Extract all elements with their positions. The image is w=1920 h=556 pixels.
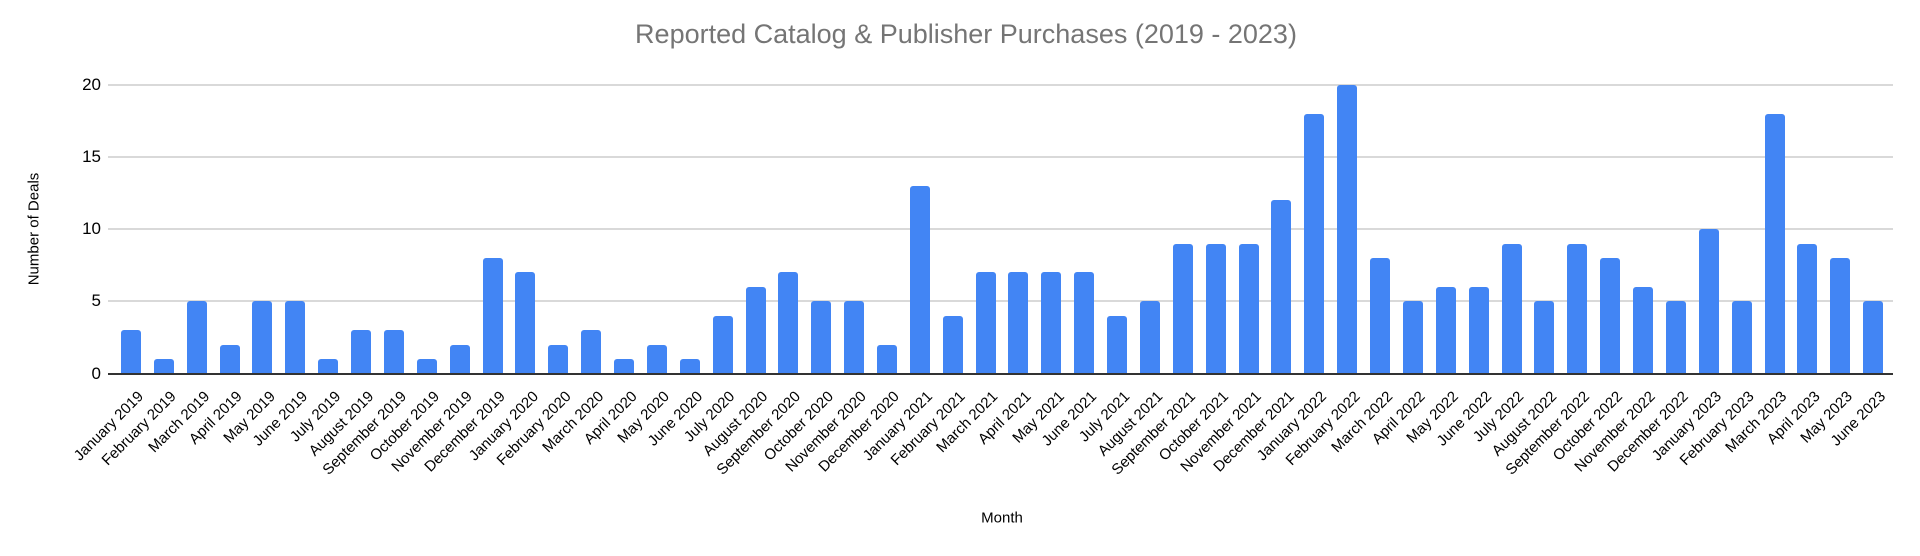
bar-december-2022[interactable]: [1665, 301, 1686, 374]
bar-july-2022[interactable]: [1501, 243, 1522, 374]
bar-january-2020[interactable]: [515, 272, 536, 374]
bar-may-2020[interactable]: [646, 344, 667, 374]
gridline-y20: [108, 83, 1893, 86]
bar-november-2019[interactable]: [449, 344, 470, 374]
bar-june-2021[interactable]: [1074, 272, 1095, 374]
x-axis-line: [108, 372, 1893, 375]
bar-june-2023[interactable]: [1863, 301, 1884, 374]
bar-april-2023[interactable]: [1797, 243, 1818, 374]
bar-june-2022[interactable]: [1468, 286, 1489, 374]
bar-april-2019[interactable]: [219, 344, 240, 374]
bar-march-2022[interactable]: [1370, 258, 1391, 374]
bar-february-2021[interactable]: [942, 315, 963, 374]
bar-june-2019[interactable]: [285, 301, 306, 374]
bar-february-2019[interactable]: [153, 359, 174, 374]
bar-september-2020[interactable]: [778, 272, 799, 374]
bar-january-2023[interactable]: [1698, 229, 1719, 374]
bar-july-2019[interactable]: [318, 359, 339, 374]
bar-january-2022[interactable]: [1304, 113, 1325, 374]
bar-october-2021[interactable]: [1205, 243, 1226, 374]
bar-may-2023[interactable]: [1830, 258, 1851, 374]
bar-january-2021[interactable]: [909, 185, 930, 374]
bar-march-2023[interactable]: [1764, 113, 1785, 374]
gridline-y15: [108, 156, 1893, 159]
bar-june-2020[interactable]: [679, 359, 700, 374]
bar-july-2021[interactable]: [1107, 315, 1128, 374]
x-axis-title: Month: [981, 509, 1023, 527]
bar-november-2022[interactable]: [1633, 286, 1654, 374]
bar-august-2021[interactable]: [1139, 301, 1160, 374]
bar-october-2020[interactable]: [811, 301, 832, 374]
bar-january-2019[interactable]: [121, 330, 141, 374]
bar-may-2021[interactable]: [1041, 272, 1062, 374]
bar-november-2020[interactable]: [844, 301, 865, 374]
bar-april-2021[interactable]: [1008, 272, 1029, 374]
bar-august-2022[interactable]: [1534, 301, 1555, 374]
bar-february-2020[interactable]: [548, 344, 569, 374]
bar-december-2021[interactable]: [1271, 200, 1292, 374]
bar-may-2019[interactable]: [252, 301, 273, 374]
bar-september-2019[interactable]: [383, 330, 404, 374]
bar-february-2022[interactable]: [1337, 84, 1358, 374]
bar-september-2021[interactable]: [1172, 243, 1193, 374]
bar-may-2022[interactable]: [1435, 286, 1456, 374]
bar-april-2022[interactable]: [1402, 301, 1423, 374]
bar-september-2022[interactable]: [1567, 243, 1588, 374]
bar-december-2020[interactable]: [877, 344, 897, 374]
bar-july-2020[interactable]: [712, 315, 733, 374]
chart-title: Reported Catalog & Publisher Purchases (…: [635, 19, 1297, 49]
y-tick-label-5: 5: [91, 291, 101, 311]
bar-november-2021[interactable]: [1238, 243, 1259, 374]
bar-march-2019[interactable]: [186, 301, 207, 374]
bar-march-2021[interactable]: [975, 272, 996, 374]
y-tick-label-20: 20: [82, 74, 101, 94]
y-tick-label-15: 15: [82, 147, 101, 167]
bar-october-2022[interactable]: [1600, 258, 1621, 374]
y-tick-label-0: 0: [91, 363, 101, 383]
bar-august-2020[interactable]: [745, 286, 766, 374]
bar-august-2019[interactable]: [351, 330, 372, 374]
y-tick-label-10: 10: [82, 219, 101, 239]
gridline-y10: [108, 228, 1893, 231]
bar-december-2019[interactable]: [482, 258, 503, 374]
bar-february-2023[interactable]: [1731, 301, 1752, 374]
bar-april-2020[interactable]: [614, 359, 635, 374]
bar-march-2020[interactable]: [581, 330, 602, 374]
gridline-y5: [108, 300, 1893, 303]
bar-october-2019[interactable]: [416, 359, 437, 374]
